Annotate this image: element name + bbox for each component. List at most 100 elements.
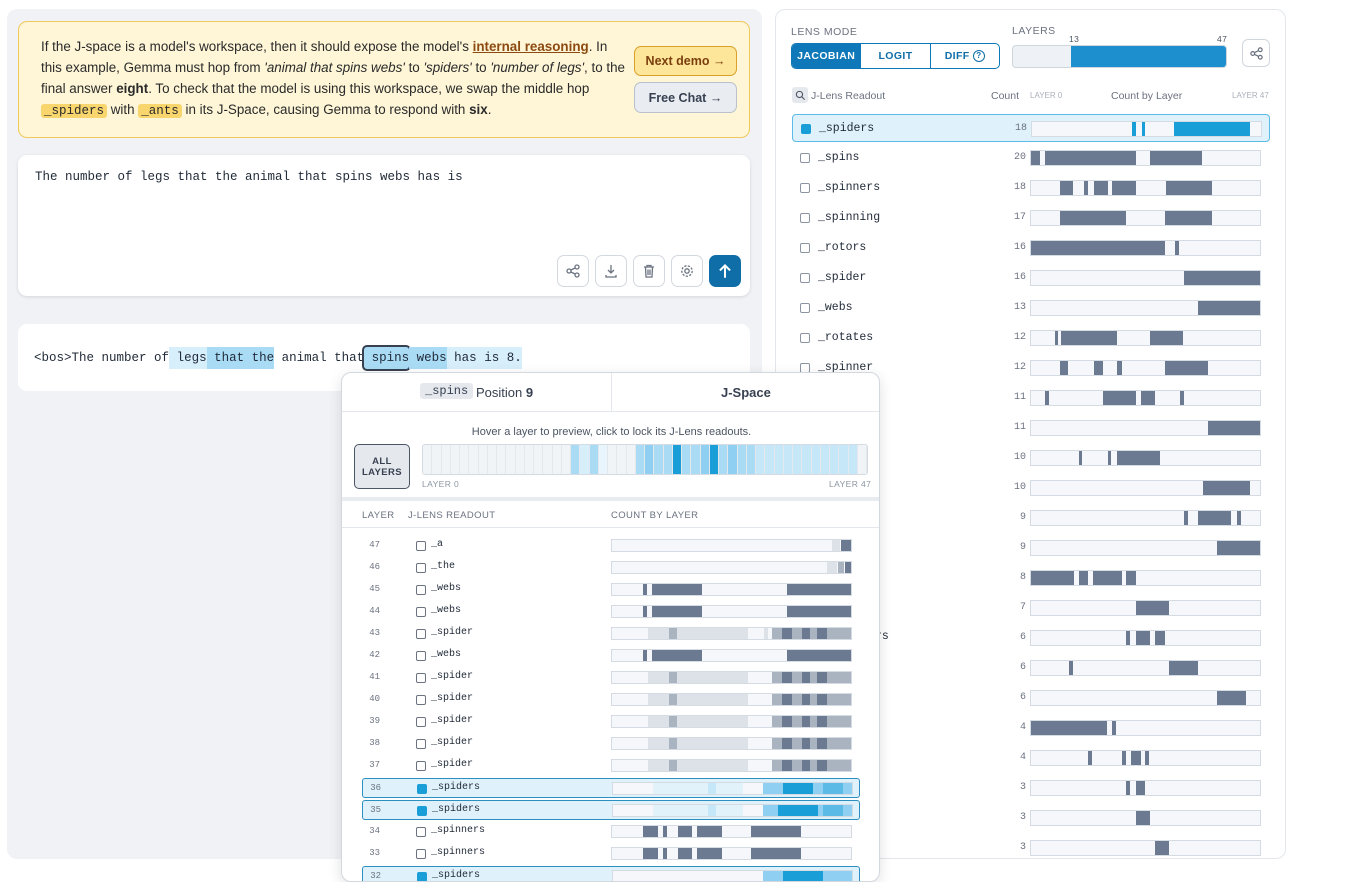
layer-checkbox[interactable] [416,673,426,683]
readout-row[interactable]: 10 [792,474,1270,502]
internal-reasoning-link[interactable]: internal reasoning [472,39,589,54]
heat-cell[interactable] [830,445,840,474]
heat-cell[interactable] [709,445,719,474]
token-9[interactable]: spins [362,345,412,371]
settings-button[interactable] [671,255,703,287]
heat-cell[interactable] [469,445,479,474]
heat-cell[interactable] [571,445,581,474]
heat-cell[interactable] [442,445,451,474]
readout-row[interactable]: 9 [792,534,1270,562]
layer-readout-row[interactable]: 44 _webs [362,602,860,622]
layer-readout-row[interactable]: 43 _spider [362,624,860,644]
layer-readout-row[interactable]: 39 _spider [362,712,860,732]
heat-cell[interactable] [820,445,830,474]
heat-cell[interactable] [543,445,553,474]
token-8[interactable]: that [326,351,365,365]
token-4[interactable]: legs [169,347,207,369]
token-2[interactable]: number [94,351,147,365]
readout-checkbox[interactable] [800,273,810,283]
readout-checkbox[interactable] [800,213,810,223]
heat-cell[interactable] [839,445,849,474]
free-chat-button[interactable]: Free Chat → [634,82,737,113]
heat-cell[interactable] [663,445,673,474]
heat-cell[interactable] [848,445,858,474]
heat-cell[interactable] [672,445,682,474]
heat-cell[interactable] [645,445,655,474]
heat-cell[interactable] [811,445,821,474]
heat-cell[interactable] [691,445,701,474]
heat-cell[interactable] [589,445,599,474]
heat-cell[interactable] [460,445,470,474]
heat-cell[interactable] [553,445,562,474]
layer-checkbox[interactable] [417,784,427,794]
layer-checkbox[interactable] [416,585,426,595]
readout-checkbox[interactable] [800,303,810,313]
layer-checkbox[interactable] [417,872,427,881]
readout-row[interactable]: 10 [792,444,1270,472]
token-1[interactable]: The [71,351,95,365]
heat-cell[interactable] [746,445,756,474]
layer-heatmap[interactable] [422,444,868,475]
layer-checkbox[interactable] [416,739,426,749]
heat-cell[interactable] [719,445,729,474]
layer-checkbox[interactable] [416,827,426,837]
layer-readout-row[interactable]: 46 _the [362,558,860,578]
prompt-input[interactable]: The number of legs that the animal that … [35,170,463,184]
layer-readout-row[interactable]: 45 _webs [362,580,860,600]
readout-row[interactable]: 3 [792,834,1270,858]
layer-readout-row[interactable]: 33 _spinners [362,844,860,864]
readout-row[interactable]: _spinning 17 [792,204,1270,232]
heat-cell[interactable] [497,445,507,474]
readout-checkbox[interactable] [800,333,810,343]
heat-cell[interactable] [488,445,497,474]
layer-readout-row[interactable]: 40 _spider [362,690,860,710]
layer-readout-row[interactable]: 47 _a [362,536,860,556]
heat-cell[interactable] [506,445,516,474]
heat-cell[interactable] [451,445,460,474]
download-button[interactable] [595,255,627,287]
layer-checkbox[interactable] [416,629,426,639]
layer-readout-row[interactable]: 34 _spinners [362,822,860,842]
layer-checkbox[interactable] [416,761,426,771]
readout-checkbox[interactable] [800,153,810,163]
readout-row[interactable]: _spins 20 [792,144,1270,172]
layer-checkbox[interactable] [416,695,426,705]
layer-readout-row[interactable]: 32 _spiders [362,866,860,881]
layer-readout-row[interactable]: 42 _webs [362,646,860,666]
heat-cell[interactable] [728,445,738,474]
readout-checkbox[interactable] [801,124,811,134]
readout-row[interactable]: 8 [792,564,1270,592]
layer-checkbox[interactable] [416,563,426,573]
send-button[interactable] [709,255,741,287]
readout-row[interactable]: 4 [792,714,1270,742]
layer-readout-row[interactable]: 36 _spiders [362,778,860,798]
readout-row[interactable]: 3 [792,804,1270,832]
layer-readout-row[interactable]: 35 _spiders [362,800,860,820]
heat-cell[interactable] [635,445,645,474]
token-14[interactable]: . [514,347,522,369]
readout-row[interactable]: _spider 16 [792,264,1270,292]
token-6[interactable]: the [244,347,275,369]
heat-cell[interactable] [783,445,793,474]
layer-readout-row[interactable]: 41 _spider [362,668,860,688]
layer-readout-row[interactable]: 37 _spider [362,756,860,776]
layer-range-fill[interactable] [1070,46,1226,67]
heat-cell[interactable] [516,445,525,474]
layer-checkbox[interactable] [417,806,427,816]
readout-row[interactable]: 7 [792,594,1270,622]
heat-cell[interactable] [479,445,488,474]
heat-cell[interactable] [423,445,433,474]
readout-row[interactable]: _spinners 18 [792,174,1270,202]
heat-cell[interactable] [765,445,775,474]
readout-row[interactable]: _spiders 18 [792,114,1270,142]
readout-checkbox[interactable] [800,243,810,253]
share-button[interactable] [557,255,589,287]
readout-row[interactable]: _rotors 16 [792,234,1270,262]
heat-cell[interactable] [608,445,618,474]
token-3[interactable]: of [146,351,170,365]
all-layers-button[interactable]: ALL LAYERS [354,444,410,489]
token-5[interactable]: that [206,347,245,369]
heat-cell[interactable] [562,445,571,474]
delete-button[interactable] [633,255,665,287]
token-11[interactable]: has [446,347,477,369]
